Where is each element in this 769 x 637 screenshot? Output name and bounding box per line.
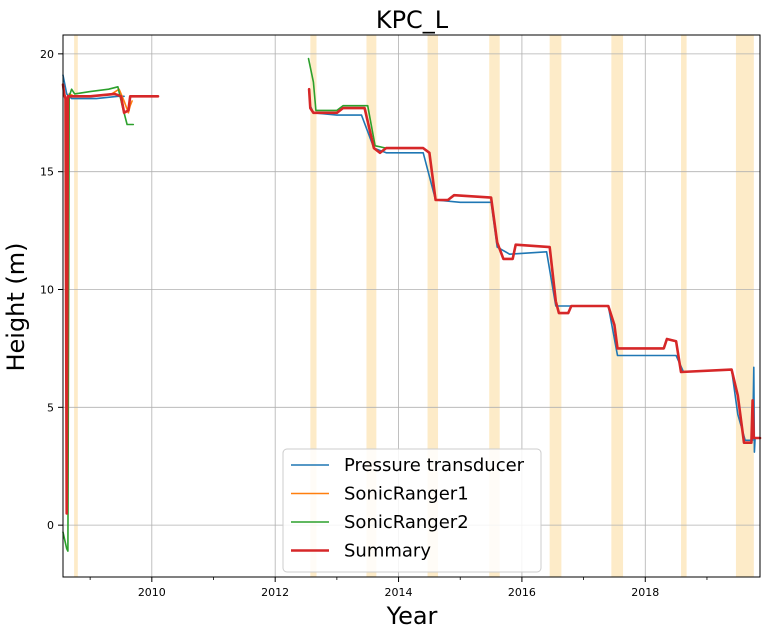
x-tick-label-2: 2014 — [385, 586, 413, 599]
x-tick-label-4: 2018 — [631, 586, 659, 599]
x-tick-label-3: 2016 — [508, 586, 536, 599]
y-tick-label-1: 5 — [47, 401, 54, 414]
y-tick-label-0: 0 — [47, 519, 54, 532]
y-tick-label-4: 20 — [40, 48, 54, 61]
x-tick-label-1: 2012 — [261, 586, 289, 599]
series-3-line-1 — [307, 87, 762, 445]
legend-box — [282, 448, 542, 573]
highlight-band-7 — [681, 35, 687, 577]
plot-frame — [62, 34, 761, 578]
y-axis-ticks: 0 5 10 15 20 — [40, 48, 63, 532]
highlight-band-1 — [310, 35, 317, 577]
highlight-band-2 — [366, 35, 377, 577]
y-tick-label-3: 15 — [40, 166, 54, 179]
legend: Pressure transducer SonicRanger1 SonicRang… — [282, 448, 542, 573]
highlight-band-4 — [489, 35, 500, 577]
highlight-band-3 — [427, 35, 439, 577]
y-tick-label-2: 10 — [40, 284, 54, 297]
x-tick-label-0: 2010 — [138, 586, 166, 599]
highlight-band-8 — [735, 35, 754, 577]
legend-label-3: Summary — [344, 541, 431, 562]
series-2-line-1 — [307, 57, 388, 149]
series-3-line-0 — [61, 83, 160, 515]
y-axis-label: Height (m) — [2, 242, 30, 371]
legend-label-0: Pressure transducer — [344, 455, 525, 476]
chart-title: KPC_L — [376, 6, 449, 34]
legend-label-1: SonicRanger1 — [344, 484, 469, 505]
x-axis-label: Year — [386, 602, 438, 630]
legend-label-2: SonicRanger2 — [344, 512, 469, 533]
highlight-band-6 — [611, 35, 624, 577]
highlight-band-0 — [74, 35, 78, 577]
x-axis-ticks: 2010 2012 2014 2016 2018 — [89, 577, 708, 599]
series-lines — [61, 57, 762, 552]
